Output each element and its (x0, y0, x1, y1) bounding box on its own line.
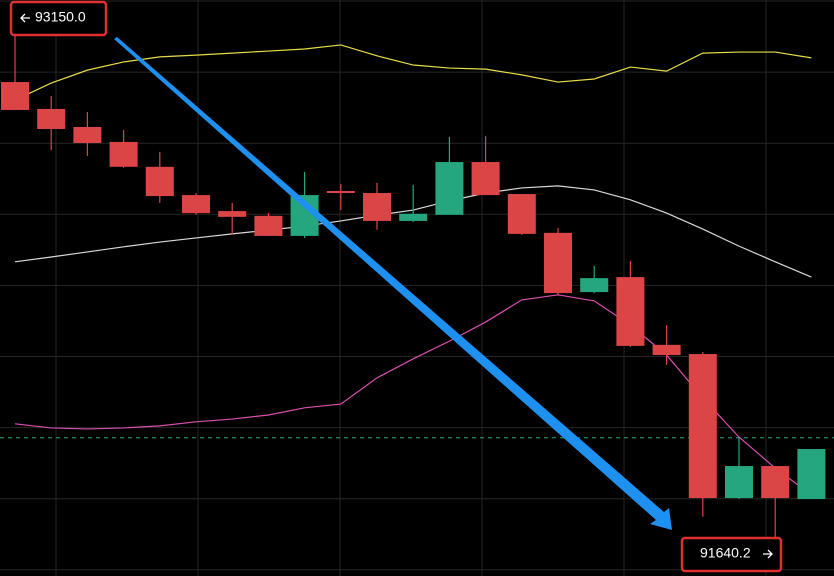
candle-body (688, 354, 717, 499)
candle-body (326, 190, 355, 194)
candle-body (507, 194, 536, 234)
candle-body (109, 141, 138, 167)
max-label: 93150.0 (35, 9, 86, 25)
candle-body (580, 278, 609, 293)
band-line (14, 294, 812, 496)
trend-arrow (114, 37, 672, 530)
candle-body (725, 466, 753, 499)
candle-body (797, 449, 826, 500)
candle-body (182, 195, 210, 214)
candle-body (218, 211, 247, 217)
candle-body (544, 232, 572, 294)
candle-body (399, 213, 428, 221)
min-label-box (680, 536, 783, 573)
max-label-box (9, 0, 108, 37)
candle-body (435, 162, 464, 215)
candles (1, 32, 826, 546)
left-arrow-icon (20, 13, 30, 23)
candle-body (37, 108, 66, 130)
candle-body (471, 162, 500, 196)
band-line (14, 44, 812, 101)
min-label: 91640.2 (700, 545, 751, 561)
candle-body (761, 466, 790, 499)
candle-body (254, 215, 283, 236)
candle-body (363, 193, 391, 221)
candle-body (616, 277, 645, 346)
right-arrow-icon (763, 549, 773, 559)
candle-body (73, 126, 102, 143)
candle-body (145, 166, 174, 197)
labels: 93150.0 91640.2 (9, 0, 783, 573)
candle-body (1, 82, 29, 110)
candle-body (652, 344, 681, 356)
